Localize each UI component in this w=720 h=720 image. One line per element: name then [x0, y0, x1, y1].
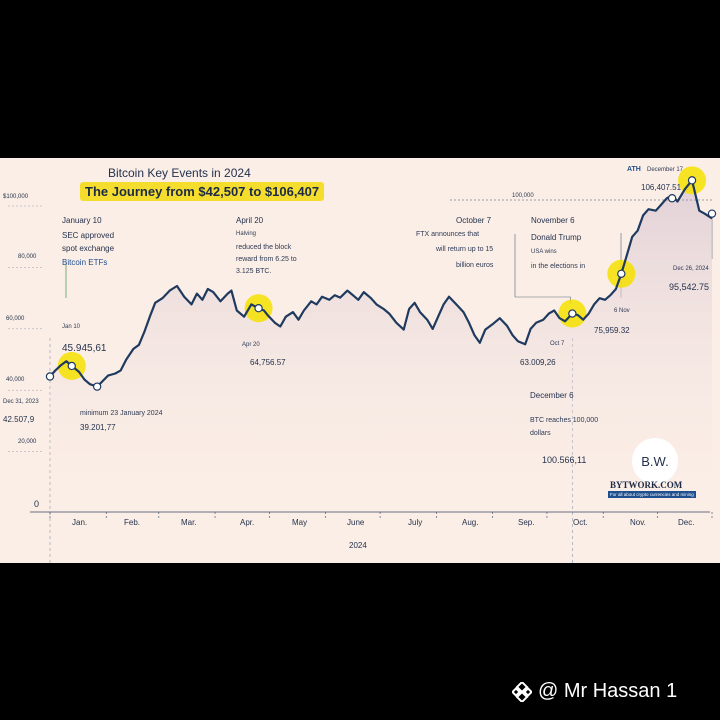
watermark: @ Mr Hassan 1 [512, 680, 677, 703]
nov6-text-1: Donald Trump [531, 233, 582, 242]
diamond-logo-icon [512, 681, 532, 702]
data-point-marker [254, 303, 263, 313]
min-label: minimum 23 January 2024 [80, 410, 163, 417]
data-point-marker [67, 361, 76, 371]
jan10-text-2: spot exchange [62, 244, 115, 253]
start-date-label: Dec 31, 2023 [3, 399, 39, 405]
y-tick-label: 40,000 [6, 377, 25, 383]
chart-subtitle: The Journey from $42,507 to $106,407 [80, 182, 325, 201]
x-tick-label: Oct. [573, 518, 588, 527]
price-area-fill [50, 180, 712, 508]
ath-label: ATH [627, 166, 641, 173]
price-line [49, 179, 713, 388]
brand-logo: B.W. [632, 438, 678, 484]
jan10-text-1: SEC approved [62, 231, 115, 240]
data-point-marker [707, 209, 717, 218]
apr20-text-4: 3.125 BTC. [236, 268, 272, 275]
x-tick-label: Apr. [240, 518, 255, 527]
dec6-date: December 6 [530, 391, 574, 400]
y-tick-label: 80,000 [18, 254, 37, 260]
min-value: 39.201,77 [80, 423, 116, 432]
chart-card: Bitcoin Key Events in 2024 The Journey f… [0, 158, 720, 563]
nov6-tick: 6 Nov [614, 308, 630, 314]
brand-tagline: For all about crypto currencies and mini… [608, 491, 696, 498]
y-tick-label: 0 [34, 499, 40, 509]
ath-value: 106,407.51 [641, 183, 682, 192]
x-tick-label: Feb. [124, 518, 141, 527]
x-tick-label: July [408, 518, 423, 527]
jan10-date: January 10 [62, 216, 102, 225]
y-tick-label: $100,000 [3, 194, 29, 200]
x-tick-label: Aug. [462, 518, 479, 527]
apr20-text-1: Halving [236, 231, 257, 237]
x-tick-label: Sep. [518, 518, 535, 527]
x-tick-label: Jan. [72, 518, 88, 527]
apr20-text-3: reward from 6.25 to [236, 256, 297, 263]
ref-100k-label: 100,000 [512, 193, 534, 199]
chart-title: Bitcoin Key Events in 2024 [108, 166, 251, 180]
watermark-text: @ Mr Hassan 1 [538, 680, 678, 702]
oct7-tick: Oct 7 [550, 341, 565, 347]
dec26-date: Dec 26, 2024 [673, 266, 709, 272]
dec6-text-2: dollars [530, 430, 551, 437]
dec26-value: 95,542.75 [669, 282, 710, 292]
x-tick-label: June [347, 518, 365, 527]
start-value-label: 42.507,9 [3, 415, 35, 424]
brand-name: BYTWORK.COM [610, 480, 683, 490]
data-point-marker [92, 382, 102, 391]
apr20-text-2: reduced the block [236, 244, 292, 251]
dec6-value: 100.566,11 [542, 455, 587, 465]
nov6-value: 75,959.32 [594, 326, 630, 335]
x-tick-label: Nov. [630, 518, 646, 527]
apr20-value: 64,756.57 [250, 358, 286, 367]
price-chart [8, 166, 717, 563]
jan10-value: 45.945,61 [62, 343, 107, 354]
data-point-marker [667, 194, 677, 203]
apr20-tick: Apr 20 [242, 342, 260, 348]
data-point-marker [687, 176, 697, 185]
data-point-marker [568, 309, 577, 318]
x-tick-label: May [292, 518, 308, 527]
jan10-text-3: Bitcoin ETFs [62, 258, 108, 267]
oct7-text-3: billion euros [456, 262, 494, 269]
ath-date: December 17 [647, 167, 684, 173]
x-axis-title: 2024 [349, 541, 367, 550]
nov6-date: November 6 [531, 216, 575, 225]
data-point-marker [45, 372, 55, 381]
nov6-text-2: USA wins [531, 249, 557, 255]
nov6-text-3: in the elections in [531, 263, 586, 270]
oct7-date: October 7 [456, 216, 492, 225]
data-point-marker [617, 269, 626, 279]
y-tick-label: 60,000 [6, 316, 25, 322]
y-tick-label: 20,000 [18, 439, 37, 445]
x-tick-label: Dec. [678, 518, 695, 527]
apr20-date: April 20 [236, 216, 264, 225]
oct7-value: 63.009,26 [520, 358, 556, 367]
jan10-tick: Jan 10 [62, 324, 81, 330]
oct7-text-1: FTX announces that [416, 231, 480, 238]
x-tick-label: Mar. [181, 518, 197, 527]
oct7-text-2: will return up to 15 [436, 246, 494, 253]
dec6-text-1: BTC reaches 100,000 [530, 417, 599, 424]
